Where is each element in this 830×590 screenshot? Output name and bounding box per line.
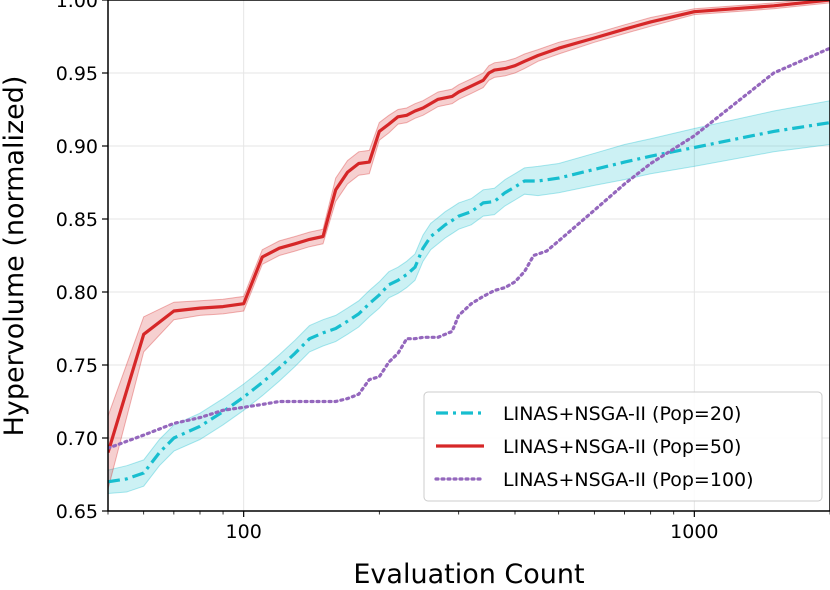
y-tick-label: 0.90 xyxy=(56,136,98,158)
confidence-bands xyxy=(108,0,830,495)
legend: LINAS+NSGA-II (Pop=20) LINAS+NSGA-II (Pop… xyxy=(423,391,823,502)
legend-label: LINAS+NSGA-II (Pop=100) xyxy=(503,469,754,491)
x-tick-label: 100 xyxy=(226,521,262,543)
plot-frame xyxy=(107,0,830,512)
legend-label: LINAS+NSGA-II (Pop=50) xyxy=(503,436,741,458)
series-lines xyxy=(108,0,830,484)
x-tick-label: 1000 xyxy=(670,521,718,543)
series-3-line xyxy=(108,46,830,450)
y-tick-label: 0.65 xyxy=(56,501,98,523)
grid xyxy=(108,0,830,512)
series-2-line xyxy=(108,0,830,454)
y-axis: 0.65 0.70 0.75 0.80 0.85 0.90 0.95 1.00 xyxy=(56,0,108,523)
y-tick-label: 0.80 xyxy=(56,282,98,304)
x-axis-label: Evaluation Count xyxy=(353,559,584,590)
series-1-line xyxy=(108,121,830,484)
x-axis: 100 1000 xyxy=(107,511,830,543)
y-tick-label: 0.95 xyxy=(56,63,98,85)
y-tick-label: 0.85 xyxy=(56,209,98,231)
y-tick-label: 0.70 xyxy=(56,428,98,450)
series-2-band xyxy=(108,0,830,490)
series-1-band xyxy=(108,100,830,495)
y-tick-label: 0.75 xyxy=(56,355,98,377)
y-tick-label: 1.00 xyxy=(56,0,98,12)
legend-box xyxy=(423,391,823,502)
legend-label: LINAS+NSGA-II (Pop=20) xyxy=(503,403,741,425)
y-axis-label: Hypervolume (normalized) xyxy=(0,76,30,437)
